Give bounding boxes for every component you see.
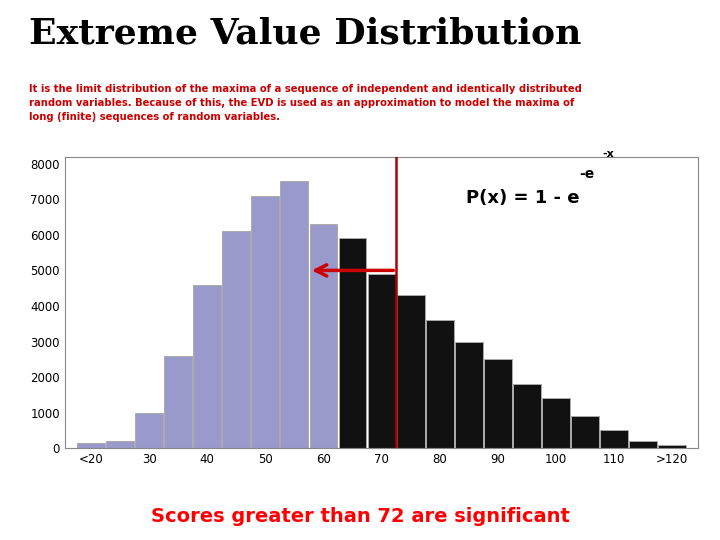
Bar [106,441,134,448]
Bar [164,356,192,448]
Bar [222,231,251,448]
Bar [251,195,279,448]
Bar [571,416,599,448]
Bar [484,359,512,448]
Bar [193,285,221,448]
Bar [77,443,105,448]
Text: -e: -e [579,167,595,181]
Bar [542,399,570,448]
Bar [455,341,482,448]
Bar [338,238,366,448]
Bar [397,295,425,448]
Text: -x: -x [603,148,614,159]
Bar [426,320,454,448]
Text: P(x) = 1 - e: P(x) = 1 - e [466,189,580,207]
Bar [135,413,163,448]
Bar [368,274,395,448]
Bar [513,384,541,448]
Text: It is the limit distribution of the maxima of a sequence of independent and iden: It is the limit distribution of the maxi… [29,84,582,122]
Text: Scores greater than 72 are significant: Scores greater than 72 are significant [150,508,570,526]
Bar [600,430,628,448]
Bar [281,181,308,448]
Text: Extreme Value Distribution: Extreme Value Distribution [29,16,581,50]
Bar [658,446,686,448]
Bar [310,224,338,448]
Bar [629,441,657,448]
